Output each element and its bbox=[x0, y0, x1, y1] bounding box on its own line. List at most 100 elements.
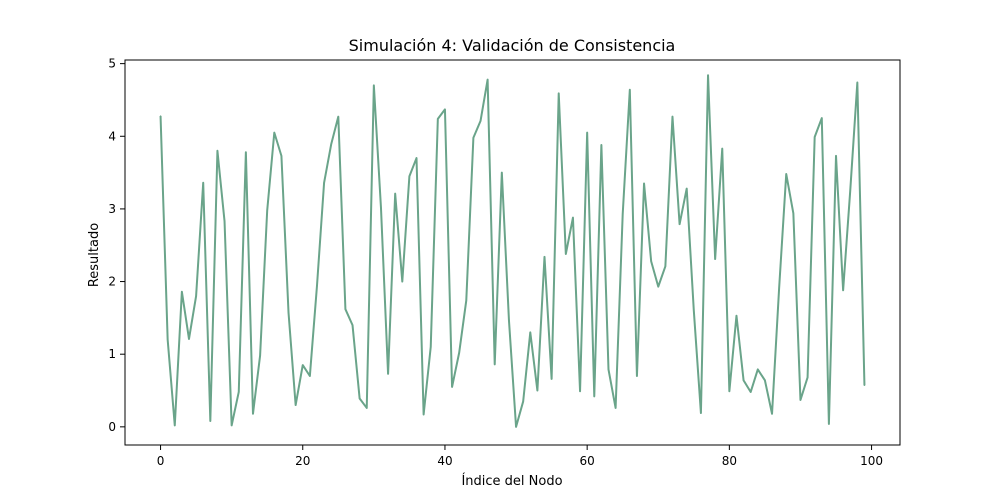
x-tick-label: 60 bbox=[580, 454, 595, 468]
data-point bbox=[849, 190, 851, 192]
data-point bbox=[259, 355, 261, 357]
data-point bbox=[387, 373, 389, 375]
data-point bbox=[806, 376, 809, 379]
data-point bbox=[465, 299, 467, 302]
data-point bbox=[195, 295, 197, 297]
data-point bbox=[799, 399, 802, 401]
data-point bbox=[714, 258, 716, 260]
data-point bbox=[707, 74, 709, 76]
data-point bbox=[223, 220, 226, 222]
data-point bbox=[764, 379, 766, 381]
data-point bbox=[202, 182, 204, 184]
data-point bbox=[174, 424, 176, 426]
data-point bbox=[380, 206, 382, 209]
data-point bbox=[536, 389, 538, 392]
data-point bbox=[330, 143, 332, 145]
data-point bbox=[678, 223, 681, 225]
data-point bbox=[543, 256, 546, 258]
data-point bbox=[835, 155, 837, 157]
data-point bbox=[209, 420, 211, 422]
data-point bbox=[458, 352, 460, 354]
x-tick-label: 40 bbox=[437, 454, 452, 468]
series-line-0 bbox=[159, 74, 866, 428]
data-point bbox=[494, 363, 496, 365]
data-point bbox=[437, 118, 439, 120]
data-point bbox=[615, 407, 617, 409]
data-point bbox=[366, 407, 368, 409]
data-point bbox=[394, 193, 396, 195]
y-tick-label: 2 bbox=[108, 275, 116, 289]
data-point bbox=[686, 187, 688, 190]
data-point bbox=[373, 84, 375, 87]
data-point bbox=[344, 308, 347, 310]
data-point bbox=[280, 155, 283, 157]
plot-frame bbox=[124, 59, 901, 446]
data-point bbox=[586, 132, 588, 134]
y-tick-label: 5 bbox=[108, 57, 116, 71]
data-point bbox=[529, 331, 531, 334]
x-tick-label: 100 bbox=[860, 454, 883, 468]
data-point bbox=[700, 412, 702, 414]
data-point bbox=[565, 253, 567, 255]
y-tick-label: 3 bbox=[108, 202, 116, 216]
data-point bbox=[287, 312, 290, 314]
y-tick-label: 0 bbox=[108, 420, 116, 434]
x-tick-label: 0 bbox=[157, 454, 165, 468]
data-point bbox=[295, 404, 297, 406]
data-point bbox=[337, 116, 339, 118]
data-point bbox=[401, 280, 403, 283]
plot-area bbox=[159, 74, 866, 428]
data-point bbox=[309, 375, 311, 377]
data-point bbox=[785, 173, 787, 175]
data-point bbox=[359, 397, 361, 400]
data-point bbox=[643, 182, 645, 185]
data-point bbox=[863, 384, 866, 387]
data-point bbox=[693, 310, 695, 312]
axes: 0 20 40 60 80 100 0 1 2 3 4 5 bbox=[108, 57, 901, 468]
data-point bbox=[856, 81, 858, 84]
data-point bbox=[430, 346, 432, 348]
data-point bbox=[216, 150, 219, 152]
data-point bbox=[636, 375, 638, 377]
data-point bbox=[252, 413, 254, 415]
data-point bbox=[721, 148, 723, 150]
data-point bbox=[622, 213, 624, 215]
data-point bbox=[479, 120, 482, 122]
data-point bbox=[451, 386, 453, 388]
data-point bbox=[600, 144, 602, 146]
data-point bbox=[551, 378, 553, 380]
data-point bbox=[750, 391, 752, 393]
data-point bbox=[266, 209, 268, 211]
data-point bbox=[771, 413, 773, 415]
data-point bbox=[408, 175, 410, 177]
data-point bbox=[742, 379, 745, 381]
data-point bbox=[302, 364, 304, 366]
data-point bbox=[792, 212, 794, 214]
data-point bbox=[316, 285, 318, 287]
data-point bbox=[664, 265, 666, 267]
data-point bbox=[508, 319, 510, 321]
data-point bbox=[515, 426, 517, 428]
data-point bbox=[735, 315, 738, 317]
data-point bbox=[821, 117, 823, 119]
data-point bbox=[607, 368, 610, 371]
data-point bbox=[842, 289, 844, 291]
data-point bbox=[423, 413, 425, 416]
data-point bbox=[181, 291, 183, 293]
y-axis-label: Resultado bbox=[87, 223, 102, 287]
x-tick-label: 80 bbox=[722, 454, 737, 468]
data-point bbox=[415, 157, 418, 159]
data-point bbox=[657, 286, 659, 288]
data-point bbox=[188, 338, 190, 340]
data-point bbox=[814, 136, 816, 138]
data-point bbox=[487, 79, 489, 81]
chart-title: Simulación 4: Validación de Consistencia bbox=[349, 36, 676, 55]
data-point bbox=[245, 151, 247, 153]
data-point bbox=[472, 137, 474, 139]
data-point bbox=[501, 171, 503, 174]
y-tick-label: 4 bbox=[108, 129, 116, 143]
data-point bbox=[167, 339, 169, 341]
data-point bbox=[231, 424, 233, 426]
data-point bbox=[778, 287, 780, 289]
